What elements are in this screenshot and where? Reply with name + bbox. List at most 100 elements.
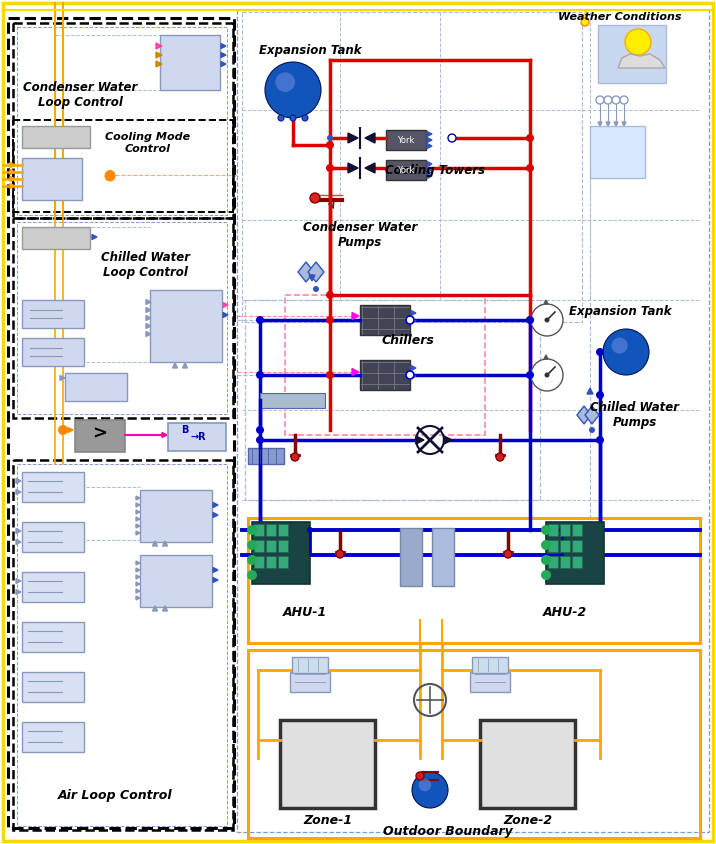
Circle shape xyxy=(278,115,284,121)
Polygon shape xyxy=(68,428,73,432)
Polygon shape xyxy=(16,589,21,594)
Bar xyxy=(254,540,264,552)
Circle shape xyxy=(326,141,334,149)
Bar xyxy=(17,27,227,215)
Bar xyxy=(13,120,233,212)
Text: Chilled Water
Pumps: Chilled Water Pumps xyxy=(591,401,679,429)
Polygon shape xyxy=(223,312,228,317)
Circle shape xyxy=(620,96,628,104)
Polygon shape xyxy=(10,170,15,175)
Polygon shape xyxy=(163,606,168,611)
Bar xyxy=(65,373,127,401)
Bar xyxy=(266,540,276,552)
Circle shape xyxy=(596,96,604,104)
Bar xyxy=(254,524,264,536)
Polygon shape xyxy=(213,567,218,572)
Circle shape xyxy=(336,550,344,558)
Bar xyxy=(75,420,125,452)
Bar xyxy=(248,448,284,464)
Circle shape xyxy=(526,316,534,324)
Polygon shape xyxy=(16,539,21,544)
Circle shape xyxy=(406,371,414,379)
Bar xyxy=(13,23,233,218)
Bar xyxy=(266,556,276,568)
Bar xyxy=(292,657,328,673)
Polygon shape xyxy=(136,517,140,521)
Circle shape xyxy=(326,371,334,379)
Circle shape xyxy=(544,317,549,322)
Polygon shape xyxy=(136,596,140,600)
Polygon shape xyxy=(136,589,140,593)
Text: York: York xyxy=(397,165,415,175)
Circle shape xyxy=(256,526,264,534)
Polygon shape xyxy=(444,436,452,444)
Bar xyxy=(168,423,226,451)
Circle shape xyxy=(256,426,264,434)
Polygon shape xyxy=(10,183,15,188)
Circle shape xyxy=(526,164,534,172)
Polygon shape xyxy=(221,52,226,57)
Bar xyxy=(572,540,582,552)
Polygon shape xyxy=(585,406,599,424)
Circle shape xyxy=(302,115,308,121)
Bar xyxy=(22,472,84,502)
Polygon shape xyxy=(92,235,97,240)
Circle shape xyxy=(531,359,563,391)
Polygon shape xyxy=(146,332,151,337)
Polygon shape xyxy=(163,541,168,546)
Polygon shape xyxy=(427,161,432,166)
Polygon shape xyxy=(16,578,21,583)
Bar xyxy=(260,393,325,408)
Circle shape xyxy=(105,170,115,181)
Bar xyxy=(248,650,700,838)
Polygon shape xyxy=(162,432,167,437)
Polygon shape xyxy=(411,365,416,371)
Polygon shape xyxy=(544,300,548,304)
Circle shape xyxy=(612,96,620,104)
Polygon shape xyxy=(618,54,665,68)
Text: AHU-2: AHU-2 xyxy=(543,605,587,619)
Bar xyxy=(386,160,426,180)
Polygon shape xyxy=(16,490,21,495)
Circle shape xyxy=(603,329,649,375)
Polygon shape xyxy=(16,479,21,484)
Text: Zone-2: Zone-2 xyxy=(503,814,553,826)
Polygon shape xyxy=(427,167,432,172)
Text: Air Loop Control: Air Loop Control xyxy=(58,788,173,802)
Polygon shape xyxy=(153,541,158,546)
Bar xyxy=(548,524,558,536)
Polygon shape xyxy=(348,163,358,173)
Bar xyxy=(13,460,233,830)
Polygon shape xyxy=(10,176,15,181)
Polygon shape xyxy=(221,44,226,48)
Circle shape xyxy=(604,96,612,104)
Bar xyxy=(560,540,570,552)
Polygon shape xyxy=(348,133,358,143)
Polygon shape xyxy=(153,606,158,611)
Polygon shape xyxy=(156,61,162,67)
Bar xyxy=(248,518,700,643)
Bar xyxy=(290,672,330,692)
Bar xyxy=(472,657,508,673)
Circle shape xyxy=(58,425,68,435)
Polygon shape xyxy=(173,363,178,368)
Circle shape xyxy=(105,170,115,180)
Polygon shape xyxy=(577,406,591,424)
Bar xyxy=(252,522,310,584)
Circle shape xyxy=(504,550,512,558)
Circle shape xyxy=(291,453,299,461)
Text: Outdoor Boundary: Outdoor Boundary xyxy=(383,825,513,838)
Circle shape xyxy=(596,391,604,399)
Circle shape xyxy=(596,348,604,356)
Bar xyxy=(278,524,288,536)
Circle shape xyxy=(526,134,534,142)
Text: >: > xyxy=(92,425,107,443)
Polygon shape xyxy=(427,132,432,137)
Polygon shape xyxy=(136,531,140,535)
Circle shape xyxy=(589,427,595,433)
Circle shape xyxy=(327,135,333,141)
Text: Expansion Tank: Expansion Tank xyxy=(569,306,672,318)
Polygon shape xyxy=(136,510,140,514)
Circle shape xyxy=(256,316,264,324)
Bar xyxy=(22,227,90,249)
